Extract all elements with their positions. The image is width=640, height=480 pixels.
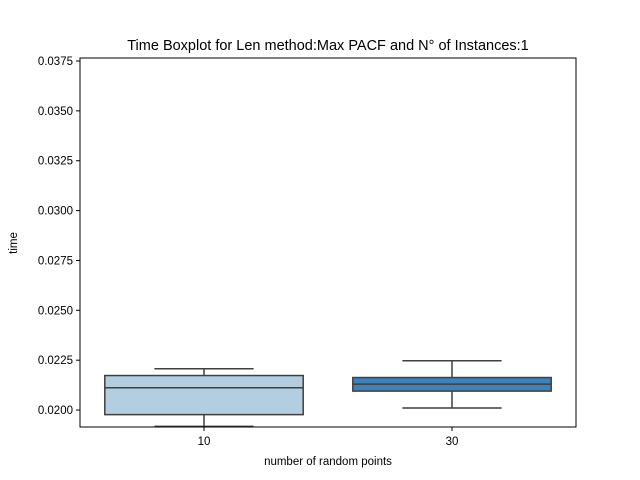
chart-title: Time Boxplot for Len method:Max PACF and… — [127, 38, 529, 54]
plot-frame — [79, 57, 577, 428]
y-tick-label: 0.0300 — [38, 206, 73, 218]
y-tick-label: 0.0375 — [38, 56, 73, 68]
x-tick-label: 30 — [446, 436, 459, 448]
box-10 — [104, 374, 304, 416]
y-tick-label: 0.0325 — [38, 156, 73, 168]
y-tick-label: 0.0200 — [38, 405, 73, 417]
y-tick-label: 0.0225 — [38, 355, 73, 367]
y-tick-label: 0.0275 — [38, 255, 73, 267]
x-tick-label: 10 — [198, 436, 211, 448]
x-axis-label: number of random points — [264, 456, 392, 468]
plot-area: 0.0200 0.0225 0.0250 0.0275 0.0300 0.0325 0.03… — [38, 56, 577, 448]
y-tick-label: 0.0350 — [38, 106, 73, 118]
y-axis-label: time — [8, 232, 20, 254]
y-tick-label: 0.0250 — [38, 305, 73, 317]
